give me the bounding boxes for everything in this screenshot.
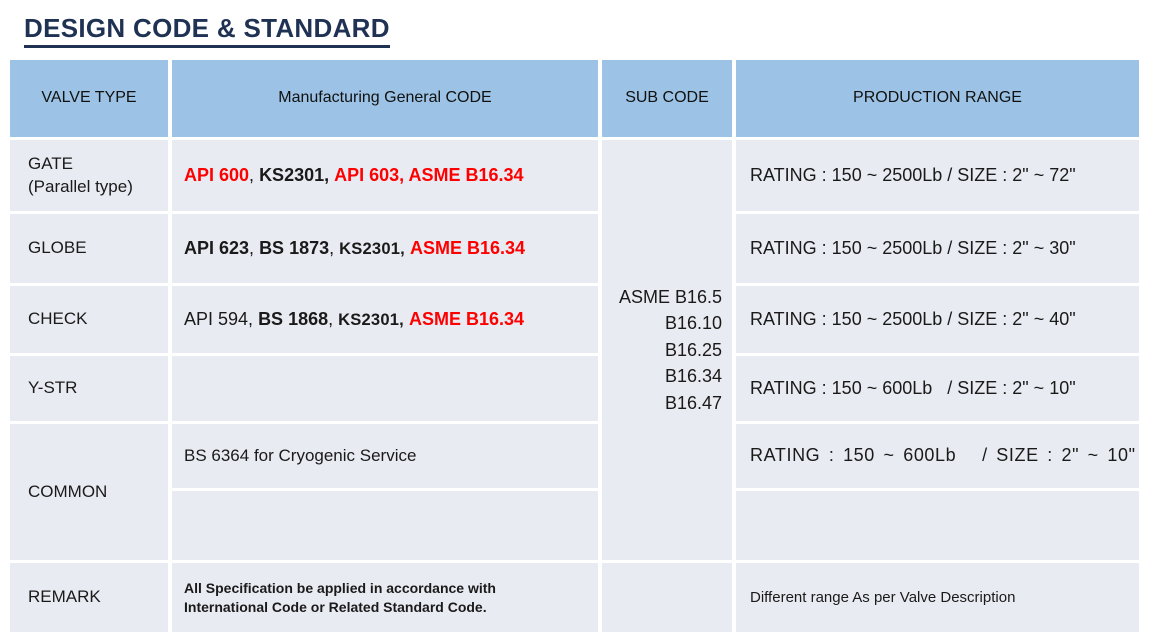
header-production-range: PRODUCTION RANGE [736,60,1139,137]
valve-type-gate: GATE (Parallel type) [10,140,168,211]
header-sub-code: SUB CODE [602,60,732,137]
code-gate: API 600, KS2301, API 603, ASME B16.34 [172,140,598,211]
valve-type-globe: GLOBE [10,214,168,283]
range-remark: Different range As per Valve Description [736,563,1139,632]
sub-code-remark-empty [602,563,732,632]
header-manufacturing-code: Manufacturing General CODE [172,60,598,137]
code-globe: API 623, BS 1873, KS2301, ASME B16.34 [172,214,598,283]
code-check: API 594, BS 1868, KS2301, ASME B16.34 [172,286,598,353]
valve-type-common: COMMON [10,424,168,560]
code-ystr-empty [172,356,598,421]
sub-code-cell: ASME B16.5 B16.10 B16.25 B16.34 B16.47 [602,140,732,560]
design-code-table: VALVE TYPE Manufacturing General CODE SU… [10,60,1139,632]
valve-type-remark: REMARK [10,563,168,632]
page-title: DESIGN CODE & STANDARD [24,13,390,48]
range-check: RATING : 150 ~ 2500Lb / SIZE : 2" ~ 40" [736,286,1139,353]
range-ystr: RATING : 150 ~ 600Lb / SIZE : 2" ~ 10" [736,356,1139,421]
header-valve-type: VALVE TYPE [10,60,168,137]
remark-note: All Specification be applied in accordan… [172,563,598,632]
valve-type-ystr: Y-STR [10,356,168,421]
code-common-empty [172,491,598,560]
range-common: RATING : 150 ~ 600Lb / SIZE : 2" ~ 10" [736,424,1139,488]
range-common-empty [736,491,1139,560]
range-gate: RATING : 150 ~ 2500Lb / SIZE : 2" ~ 72" [736,140,1139,211]
range-globe: RATING : 150 ~ 2500Lb / SIZE : 2" ~ 30" [736,214,1139,283]
code-common-cryogenic: BS 6364 for Cryogenic Service [172,424,598,488]
valve-type-check: CHECK [10,286,168,353]
